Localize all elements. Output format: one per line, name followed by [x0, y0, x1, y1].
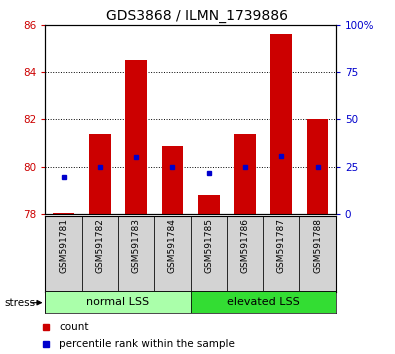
Text: GSM591782: GSM591782 — [95, 218, 104, 273]
Text: elevated LSS: elevated LSS — [227, 297, 299, 307]
Bar — [162, 145, 183, 214]
Bar — [299, 216, 336, 292]
Bar — [227, 216, 263, 292]
Text: percentile rank within the sample: percentile rank within the sample — [59, 339, 235, 349]
Bar — [82, 216, 118, 292]
Bar — [234, 134, 256, 214]
Bar — [190, 216, 227, 292]
Bar — [263, 216, 299, 292]
Text: stress: stress — [4, 298, 35, 308]
Bar — [53, 213, 75, 214]
Text: GSM591784: GSM591784 — [168, 218, 177, 273]
Text: GSM591787: GSM591787 — [277, 218, 286, 273]
Text: GDS3868 / ILMN_1739886: GDS3868 / ILMN_1739886 — [107, 9, 288, 23]
Bar — [45, 291, 190, 313]
Text: GSM591781: GSM591781 — [59, 218, 68, 273]
Bar — [307, 120, 329, 214]
Text: GSM591786: GSM591786 — [241, 218, 250, 273]
Text: count: count — [59, 322, 89, 332]
Text: GSM591785: GSM591785 — [204, 218, 213, 273]
Bar — [198, 195, 220, 214]
Bar — [271, 34, 292, 214]
Bar — [154, 216, 191, 292]
Bar — [89, 134, 111, 214]
Bar — [125, 60, 147, 214]
Bar — [118, 216, 154, 292]
Bar — [190, 291, 336, 313]
Bar — [45, 216, 82, 292]
Text: GSM591783: GSM591783 — [132, 218, 141, 273]
Text: GSM591788: GSM591788 — [313, 218, 322, 273]
Text: normal LSS: normal LSS — [87, 297, 150, 307]
